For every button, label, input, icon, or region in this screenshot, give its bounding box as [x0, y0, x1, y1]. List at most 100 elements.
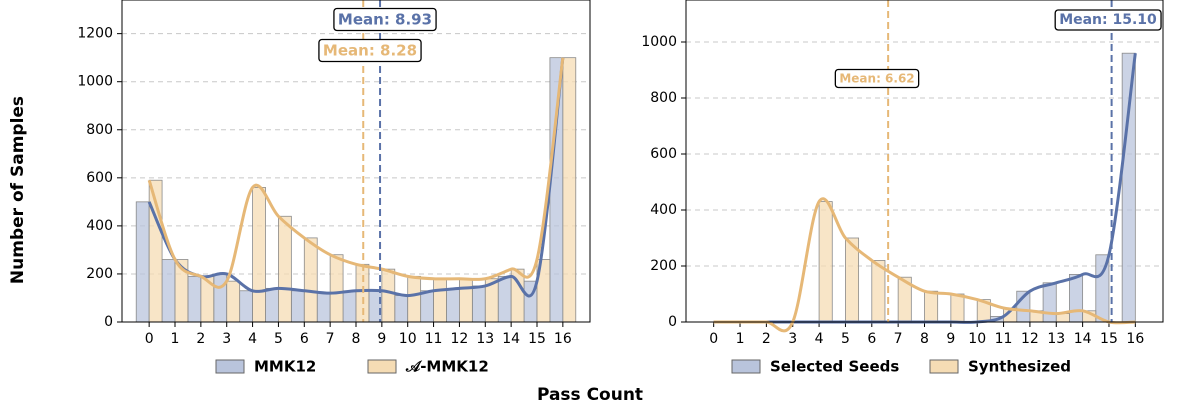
- legend-label: MMK12: [254, 358, 316, 376]
- annotation-box: [1054, 9, 1162, 31]
- x-tick-label: 9: [946, 331, 955, 347]
- x-tick-label: 3: [788, 331, 797, 347]
- x-tick-label: 14: [502, 331, 520, 347]
- bar: [290, 290, 305, 323]
- y-tick-label: 1200: [77, 26, 113, 42]
- annotation-box: [318, 38, 422, 63]
- legend-label: Selected Seeds: [770, 358, 899, 376]
- x-tick-label: 10: [399, 331, 417, 347]
- bar: [252, 187, 266, 323]
- x-tick-label: 2: [196, 331, 205, 347]
- kde-curve: [713, 197, 1136, 333]
- x-tick-label: 7: [894, 331, 903, 347]
- legend-swatch: [929, 359, 959, 374]
- x-tick-label: 6: [867, 331, 876, 347]
- bar: [239, 290, 253, 323]
- bar: [497, 275, 512, 323]
- legend-swatch: [367, 359, 397, 374]
- x-tick-label: 5: [841, 331, 850, 347]
- y-tick-label: 600: [86, 170, 113, 186]
- bar: [459, 278, 473, 323]
- plot-frame: [685, 0, 1164, 323]
- y-tick-label: 0: [104, 314, 113, 330]
- bar: [950, 293, 965, 323]
- y-tick-label: 400: [86, 218, 113, 234]
- bar: [329, 254, 344, 323]
- x-tick-label: 11: [425, 331, 443, 347]
- y-tick-label: 1000: [641, 34, 677, 50]
- bar: [471, 285, 486, 323]
- x-tick-label: 15: [1100, 331, 1118, 347]
- bar: [433, 278, 447, 323]
- legend-label: Synthesized: [968, 358, 1071, 376]
- x-tick-label: 11: [995, 331, 1013, 347]
- mean-annotation: Mean: 8.28: [318, 38, 422, 63]
- x-tick-label: 0: [145, 331, 154, 347]
- y-tick-label: 0: [668, 314, 677, 330]
- bar: [187, 275, 202, 323]
- bar: [549, 57, 564, 323]
- mean-annotation: Mean: 6.62: [834, 68, 920, 89]
- x-tick-label: 16: [554, 331, 572, 347]
- kde-curve: [147, 57, 565, 289]
- annotation-text: Mean: 15.10: [1059, 12, 1157, 28]
- x-tick-label: 0: [709, 331, 718, 347]
- mean-annotation: Mean: 15.10: [1054, 9, 1162, 31]
- x-axis-label: Pass Count: [537, 385, 643, 405]
- bar: [407, 275, 422, 323]
- bar: [278, 215, 292, 323]
- bar: [303, 237, 318, 323]
- x-tick-label: 9: [377, 331, 386, 347]
- bar: [226, 280, 241, 323]
- bar: [1069, 273, 1084, 323]
- x-tick-label: 4: [815, 331, 824, 347]
- x-tick-label: 1: [171, 331, 180, 347]
- mean-annotation: Mean: 8.93: [333, 7, 437, 32]
- x-tick-label: 2: [762, 331, 771, 347]
- legend-swatch: [731, 359, 761, 374]
- y-tick-label: 1000: [77, 74, 113, 90]
- x-tick-label: 14: [1074, 331, 1092, 347]
- bar: [818, 201, 833, 323]
- bar: [316, 292, 331, 323]
- bar: [562, 57, 577, 323]
- bar: [135, 201, 150, 323]
- bar: [161, 259, 176, 323]
- x-tick-label: 8: [352, 331, 361, 347]
- bar: [1121, 52, 1136, 323]
- legend-label: 𝒜-MMK12: [405, 358, 489, 376]
- bar: [368, 290, 383, 323]
- bar: [213, 273, 228, 323]
- x-tick-label: 7: [326, 331, 335, 347]
- annotation-box: [333, 7, 437, 32]
- bar: [924, 290, 939, 323]
- bar: [446, 287, 460, 323]
- bar: [381, 268, 396, 323]
- bar: [420, 290, 434, 323]
- y-tick-label: 800: [650, 90, 677, 106]
- x-tick-label: 12: [451, 331, 469, 347]
- bar: [394, 295, 409, 323]
- annotation-text: Mean: 6.62: [839, 72, 914, 86]
- x-tick-label: 8: [920, 331, 929, 347]
- x-tick-label: 6: [300, 331, 309, 347]
- x-tick-label: 10: [968, 331, 986, 347]
- y-tick-label: 800: [86, 122, 113, 138]
- kde-curve: [147, 57, 565, 298]
- x-tick-label: 12: [1021, 331, 1039, 347]
- annotation-box: [834, 68, 920, 89]
- bar: [1042, 282, 1057, 323]
- bar: [265, 287, 279, 323]
- annotation-text: Mean: 8.28: [323, 42, 417, 60]
- x-tick-label: 16: [1126, 331, 1144, 347]
- x-tick-label: 3: [222, 331, 231, 347]
- y-tick-label: 200: [86, 266, 113, 282]
- y-tick-label: 200: [650, 258, 677, 274]
- x-tick-label: 15: [528, 331, 546, 347]
- x-tick-label: 13: [1047, 331, 1065, 347]
- bar: [342, 290, 357, 323]
- y-tick-label: 600: [650, 146, 677, 162]
- legend-swatch: [215, 359, 245, 374]
- x-tick-label: 5: [274, 331, 283, 347]
